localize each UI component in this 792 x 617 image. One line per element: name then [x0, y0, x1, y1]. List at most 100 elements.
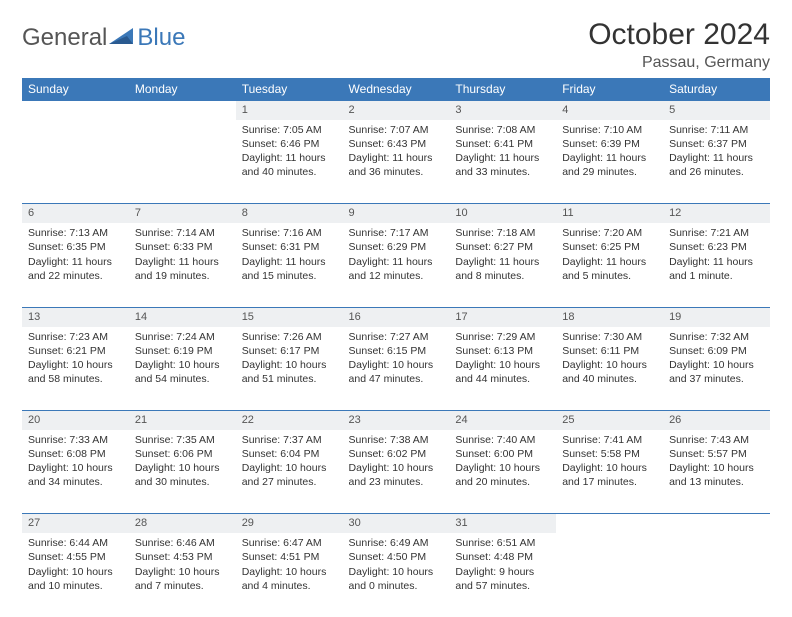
sunrise-line: Sunrise: 6:51 AM — [455, 536, 550, 550]
daylight-line: Daylight: 10 hours and 17 minutes. — [562, 461, 657, 489]
sunset-line: Sunset: 5:58 PM — [562, 447, 657, 461]
day-number-row: 12345 — [22, 101, 770, 120]
sunrise-line: Sunrise: 7:32 AM — [669, 330, 764, 344]
daylight-line: Daylight: 9 hours and 57 minutes. — [455, 565, 550, 593]
daylight-line: Daylight: 10 hours and 54 minutes. — [135, 358, 230, 386]
page-header: General Blue October 2024 Passau, German… — [22, 18, 770, 72]
sunrise-line: Sunrise: 7:13 AM — [28, 226, 123, 240]
day-details: Sunrise: 7:16 AMSunset: 6:31 PMDaylight:… — [236, 223, 343, 289]
day-number-cell: 8 — [236, 204, 343, 223]
day-body-row: Sunrise: 7:23 AMSunset: 6:21 PMDaylight:… — [22, 327, 770, 411]
daylight-line: Daylight: 10 hours and 30 minutes. — [135, 461, 230, 489]
day-number-cell: 28 — [129, 514, 236, 533]
day-body-cell: Sunrise: 6:47 AMSunset: 4:51 PMDaylight:… — [236, 533, 343, 617]
day-number-cell: 20 — [22, 411, 129, 430]
sunrise-line: Sunrise: 6:44 AM — [28, 536, 123, 550]
day-number-cell: 22 — [236, 411, 343, 430]
day-number-cell: 6 — [22, 204, 129, 223]
daylight-line: Daylight: 10 hours and 37 minutes. — [669, 358, 764, 386]
day-details: Sunrise: 7:40 AMSunset: 6:00 PMDaylight:… — [449, 430, 556, 496]
daylight-line: Daylight: 11 hours and 26 minutes. — [669, 151, 764, 179]
day-details: Sunrise: 7:17 AMSunset: 6:29 PMDaylight:… — [343, 223, 450, 289]
daylight-line: Daylight: 10 hours and 0 minutes. — [349, 565, 444, 593]
day-details: Sunrise: 7:23 AMSunset: 6:21 PMDaylight:… — [22, 327, 129, 393]
day-number-cell: 14 — [129, 307, 236, 326]
day-body-row: Sunrise: 7:13 AMSunset: 6:35 PMDaylight:… — [22, 223, 770, 307]
day-details: Sunrise: 6:47 AMSunset: 4:51 PMDaylight:… — [236, 533, 343, 599]
day-body-cell: Sunrise: 7:18 AMSunset: 6:27 PMDaylight:… — [449, 223, 556, 307]
sunset-line: Sunset: 4:51 PM — [242, 550, 337, 564]
sunset-line: Sunset: 4:48 PM — [455, 550, 550, 564]
sunrise-line: Sunrise: 7:43 AM — [669, 433, 764, 447]
sunset-line: Sunset: 6:35 PM — [28, 240, 123, 254]
day-body-cell — [22, 120, 129, 204]
sunrise-line: Sunrise: 7:40 AM — [455, 433, 550, 447]
sunset-line: Sunset: 6:41 PM — [455, 137, 550, 151]
day-number-cell: 18 — [556, 307, 663, 326]
day-details: Sunrise: 7:08 AMSunset: 6:41 PMDaylight:… — [449, 120, 556, 186]
day-body-cell: Sunrise: 7:05 AMSunset: 6:46 PMDaylight:… — [236, 120, 343, 204]
daylight-line: Daylight: 10 hours and 13 minutes. — [669, 461, 764, 489]
sunset-line: Sunset: 6:06 PM — [135, 447, 230, 461]
daylight-line: Daylight: 10 hours and 23 minutes. — [349, 461, 444, 489]
daylight-line: Daylight: 10 hours and 47 minutes. — [349, 358, 444, 386]
sunrise-line: Sunrise: 7:05 AM — [242, 123, 337, 137]
sunset-line: Sunset: 6:09 PM — [669, 344, 764, 358]
sunrise-line: Sunrise: 6:47 AM — [242, 536, 337, 550]
day-details: Sunrise: 7:24 AMSunset: 6:19 PMDaylight:… — [129, 327, 236, 393]
day-body-cell: Sunrise: 7:33 AMSunset: 6:08 PMDaylight:… — [22, 430, 129, 514]
day-body-cell: Sunrise: 7:24 AMSunset: 6:19 PMDaylight:… — [129, 327, 236, 411]
sunrise-line: Sunrise: 7:07 AM — [349, 123, 444, 137]
sunrise-line: Sunrise: 7:30 AM — [562, 330, 657, 344]
daylight-line: Daylight: 10 hours and 58 minutes. — [28, 358, 123, 386]
day-details: Sunrise: 7:37 AMSunset: 6:04 PMDaylight:… — [236, 430, 343, 496]
day-details: Sunrise: 6:46 AMSunset: 4:53 PMDaylight:… — [129, 533, 236, 599]
sunset-line: Sunset: 6:11 PM — [562, 344, 657, 358]
day-number-cell: 24 — [449, 411, 556, 430]
day-number-cell — [129, 101, 236, 120]
day-body-cell: Sunrise: 7:29 AMSunset: 6:13 PMDaylight:… — [449, 327, 556, 411]
day-body-cell: Sunrise: 7:16 AMSunset: 6:31 PMDaylight:… — [236, 223, 343, 307]
day-body-cell: Sunrise: 6:49 AMSunset: 4:50 PMDaylight:… — [343, 533, 450, 617]
day-details: Sunrise: 7:29 AMSunset: 6:13 PMDaylight:… — [449, 327, 556, 393]
day-number-cell: 15 — [236, 307, 343, 326]
daylight-line: Daylight: 11 hours and 36 minutes. — [349, 151, 444, 179]
sunset-line: Sunset: 6:02 PM — [349, 447, 444, 461]
day-details: Sunrise: 7:30 AMSunset: 6:11 PMDaylight:… — [556, 327, 663, 393]
day-number-cell — [556, 514, 663, 533]
location-label: Passau, Germany — [588, 54, 770, 72]
sunrise-line: Sunrise: 7:14 AM — [135, 226, 230, 240]
day-body-cell: Sunrise: 7:35 AMSunset: 6:06 PMDaylight:… — [129, 430, 236, 514]
sunset-line: Sunset: 4:53 PM — [135, 550, 230, 564]
sunrise-line: Sunrise: 7:41 AM — [562, 433, 657, 447]
daylight-line: Daylight: 10 hours and 51 minutes. — [242, 358, 337, 386]
brand-logo: General Blue — [22, 24, 185, 52]
day-body-cell: Sunrise: 7:08 AMSunset: 6:41 PMDaylight:… — [449, 120, 556, 204]
day-number-cell — [663, 514, 770, 533]
sunset-line: Sunset: 5:57 PM — [669, 447, 764, 461]
weekday-header-row: Sunday Monday Tuesday Wednesday Thursday… — [22, 78, 770, 101]
daylight-line: Daylight: 10 hours and 4 minutes. — [242, 565, 337, 593]
daylight-line: Daylight: 10 hours and 40 minutes. — [562, 358, 657, 386]
weekday-header: Sunday — [22, 78, 129, 101]
day-number-cell: 2 — [343, 101, 450, 120]
day-details: Sunrise: 6:49 AMSunset: 4:50 PMDaylight:… — [343, 533, 450, 599]
day-number-cell: 10 — [449, 204, 556, 223]
day-body-cell: Sunrise: 7:23 AMSunset: 6:21 PMDaylight:… — [22, 327, 129, 411]
day-body-cell: Sunrise: 7:27 AMSunset: 6:15 PMDaylight:… — [343, 327, 450, 411]
day-number-row: 2728293031 — [22, 514, 770, 533]
day-number-cell: 23 — [343, 411, 450, 430]
sunset-line: Sunset: 6:31 PM — [242, 240, 337, 254]
title-block: October 2024 Passau, Germany — [588, 18, 770, 72]
sunrise-line: Sunrise: 7:27 AM — [349, 330, 444, 344]
day-number-cell: 12 — [663, 204, 770, 223]
sunset-line: Sunset: 6:19 PM — [135, 344, 230, 358]
day-number-cell: 7 — [129, 204, 236, 223]
sunrise-line: Sunrise: 6:49 AM — [349, 536, 444, 550]
day-body-cell — [556, 533, 663, 617]
day-body-cell: Sunrise: 6:51 AMSunset: 4:48 PMDaylight:… — [449, 533, 556, 617]
day-details: Sunrise: 7:21 AMSunset: 6:23 PMDaylight:… — [663, 223, 770, 289]
daylight-line: Daylight: 11 hours and 29 minutes. — [562, 151, 657, 179]
sunrise-line: Sunrise: 7:26 AM — [242, 330, 337, 344]
weekday-header: Saturday — [663, 78, 770, 101]
